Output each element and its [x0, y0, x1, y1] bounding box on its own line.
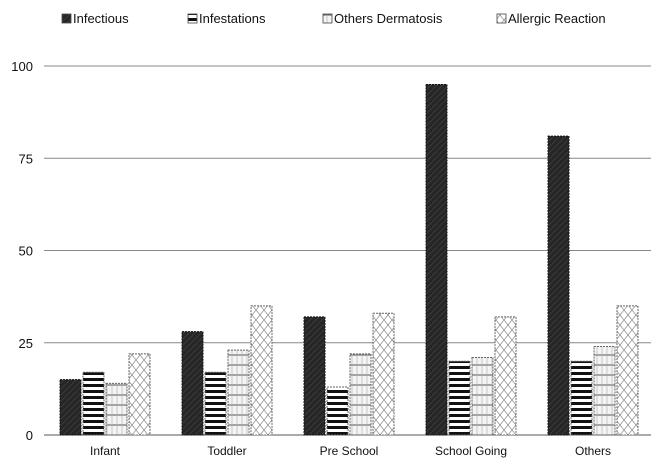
bar [372, 312, 395, 436]
bar [349, 353, 372, 436]
legend-label: Infestations [199, 11, 266, 26]
bars [59, 83, 639, 436]
y-axis: 0 25 50 75 100 [11, 59, 33, 443]
legend-swatch [187, 13, 198, 24]
bar [204, 371, 227, 436]
legend-swatch [61, 13, 72, 24]
legend-label: Infectious [73, 11, 129, 26]
x-category-label: Infant [90, 444, 121, 458]
x-category-label: Pre School [320, 444, 379, 458]
y-tick-label: 50 [19, 244, 33, 259]
legend-swatch [496, 13, 507, 24]
bar [250, 305, 273, 436]
x-axis: Infant Toddler Pre School School Going Other… [90, 444, 611, 458]
bar [227, 349, 250, 436]
bar [593, 345, 616, 436]
legend-swatch [322, 13, 333, 24]
y-tick-label: 25 [19, 336, 33, 351]
legend-label: Others Dermatosis [334, 11, 443, 26]
bar [425, 83, 448, 436]
y-tick-label: 75 [19, 151, 33, 166]
legend: Infectious Infestations Others Dermatosis A… [61, 11, 606, 26]
bar [616, 305, 639, 436]
bar [303, 316, 326, 436]
y-tick-label: 0 [26, 428, 33, 443]
legend-label: Allergic Reaction [508, 11, 606, 26]
bar [128, 353, 151, 436]
y-tick-label: 100 [11, 59, 33, 74]
x-category-label: Toddler [207, 444, 246, 458]
x-category-label: School Going [435, 444, 507, 458]
bar [471, 357, 494, 436]
bar [448, 360, 471, 436]
bar [181, 331, 204, 436]
bar [547, 135, 570, 436]
bar [82, 371, 105, 436]
bar [494, 316, 517, 436]
x-category-label: Others [575, 444, 611, 458]
bar [326, 386, 349, 436]
bar [570, 360, 593, 436]
bar [105, 382, 128, 436]
bar [59, 379, 82, 436]
